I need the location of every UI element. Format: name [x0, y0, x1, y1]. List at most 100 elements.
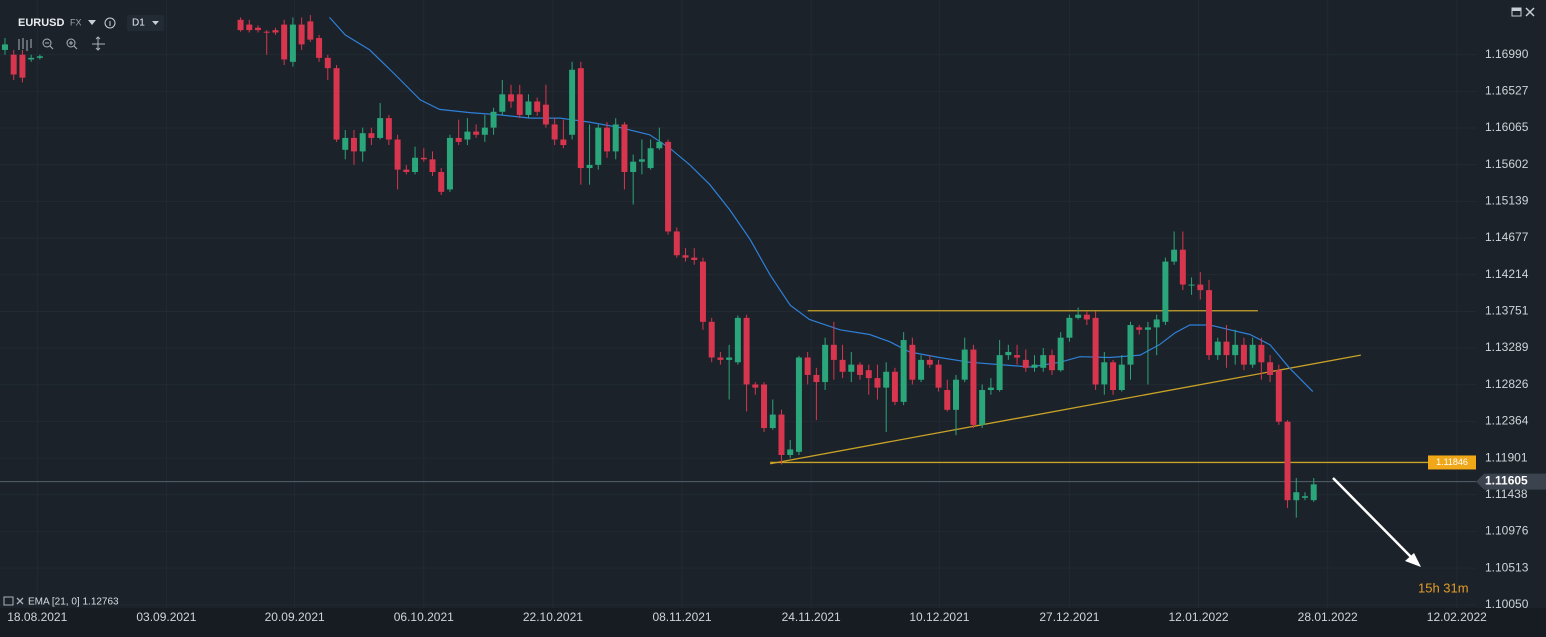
- zoom-out-icon[interactable]: [42, 38, 52, 48]
- candle-body: [1293, 492, 1300, 501]
- move-icon[interactable]: [92, 36, 105, 51]
- window-icons: [1511, 7, 1535, 17]
- y-tick-label: 1.16990: [1485, 47, 1529, 61]
- y-tick-label: 1.11901: [1485, 450, 1528, 464]
- candle-body: [455, 137, 462, 142]
- candle-body: [918, 359, 925, 380]
- y-tick-label: 1.13289: [1485, 340, 1529, 354]
- dropdown-icon[interactable]: [152, 21, 159, 25]
- level-label-box: [1428, 455, 1476, 470]
- x-tick-label: 12.01.2022: [1169, 610, 1229, 624]
- candle-body: [534, 101, 541, 112]
- candle-body: [1066, 317, 1073, 338]
- candle-body: [1014, 355, 1021, 358]
- candle-body: [952, 379, 959, 410]
- projection-arrow: [1332, 477, 1421, 567]
- y-tick-label: 1.15602: [1485, 157, 1529, 171]
- candle-body: [359, 133, 366, 152]
- candle-body: [289, 24, 296, 62]
- candle-body: [621, 124, 628, 173]
- indicator-legend: EMA [21, 0] 1.12763: [3, 596, 119, 608]
- candle-body: [36, 56, 43, 58]
- candle-body: [1240, 344, 1247, 365]
- arrow-head: [1405, 553, 1421, 567]
- candle-body: [1005, 351, 1012, 356]
- zoom-in-icon[interactable]: [66, 38, 76, 48]
- candle-body: [726, 357, 733, 360]
- indicator-remove-icon[interactable]: [16, 597, 24, 605]
- market: FX: [70, 17, 82, 27]
- info-icon[interactable]: [104, 17, 116, 29]
- candle-body: [752, 384, 759, 388]
- candle-body: [970, 349, 977, 425]
- candle-body: [237, 19, 244, 31]
- candle-body: [979, 390, 986, 425]
- candle-body: [1206, 290, 1213, 356]
- candle-body: [822, 344, 829, 383]
- candle-body: [551, 124, 558, 140]
- candle-body: [542, 104, 549, 125]
- timeframe-box[interactable]: [127, 15, 164, 31]
- candle-body: [865, 370, 872, 379]
- candle-body: [944, 390, 951, 410]
- candle-body: [682, 255, 689, 258]
- candle-body: [891, 371, 898, 402]
- candle-body: [647, 148, 654, 169]
- candle-body: [19, 54, 26, 78]
- candle-body: [1249, 344, 1256, 365]
- candle-body: [1301, 496, 1308, 498]
- x-tick-label: 27.12.2021: [1039, 610, 1099, 624]
- x-tick-label: 08.11.2021: [652, 610, 711, 624]
- candle-body: [778, 414, 785, 456]
- indicator-settings-icon[interactable]: [3, 596, 14, 606]
- timeframe: D1: [132, 18, 145, 29]
- candle-body: [717, 357, 724, 360]
- symbol[interactable]: EURUSD: [18, 17, 65, 29]
- x-tick-label: 28.01.2022: [1298, 610, 1358, 624]
- dropdown-icon[interactable]: [88, 20, 96, 25]
- candle-body: [10, 54, 17, 75]
- candle-body: [1223, 341, 1230, 356]
- candle-body: [394, 139, 401, 170]
- candle-body: [1188, 284, 1195, 286]
- candle-body: [1101, 362, 1108, 385]
- candle-body: [1057, 337, 1064, 371]
- candle-body: [525, 101, 532, 115]
- indicator-label: EMA [21, 0] 1.12763: [28, 597, 119, 608]
- indicator-icon[interactable]: [18, 38, 32, 51]
- x-tick-label: 10.12.2021: [909, 610, 969, 624]
- candle-body: [1232, 344, 1239, 356]
- candle-body: [377, 118, 384, 138]
- drawing-layer: [0, 310, 1476, 483]
- candle-body: [612, 124, 619, 152]
- candle-body: [1171, 249, 1178, 262]
- close-icon[interactable]: [1525, 7, 1535, 17]
- candle-body: [1092, 317, 1099, 385]
- candle-body: [1275, 370, 1282, 422]
- level-label: 1.11846: [1436, 457, 1468, 467]
- candle-body: [316, 38, 323, 58]
- candle-body: [1127, 325, 1134, 365]
- candle-body: [813, 374, 820, 383]
- candle-body: [473, 131, 480, 135]
- candle-body: [446, 137, 453, 190]
- x-tick-label: 22.10.2021: [523, 610, 583, 624]
- candle-body: [1162, 261, 1169, 322]
- x-tick-label: 12.02.2022: [1427, 610, 1487, 624]
- plot-layer: [1, 15, 1317, 518]
- arrow-shaft: [1332, 477, 1417, 563]
- candle-body: [28, 57, 35, 60]
- candle-body: [307, 21, 314, 40]
- candle-body: [272, 30, 279, 33]
- candle-body: [874, 378, 881, 388]
- candle-body: [569, 69, 576, 135]
- candle-body: [438, 172, 445, 192]
- y-tick-label: 1.12364: [1485, 414, 1529, 428]
- candle-body: [403, 169, 410, 173]
- candle-body: [586, 164, 593, 169]
- candle-body: [368, 133, 375, 138]
- candle-body: [1118, 364, 1125, 391]
- x-tick-label: 06.10.2021: [394, 610, 454, 624]
- candle-body: [909, 344, 916, 380]
